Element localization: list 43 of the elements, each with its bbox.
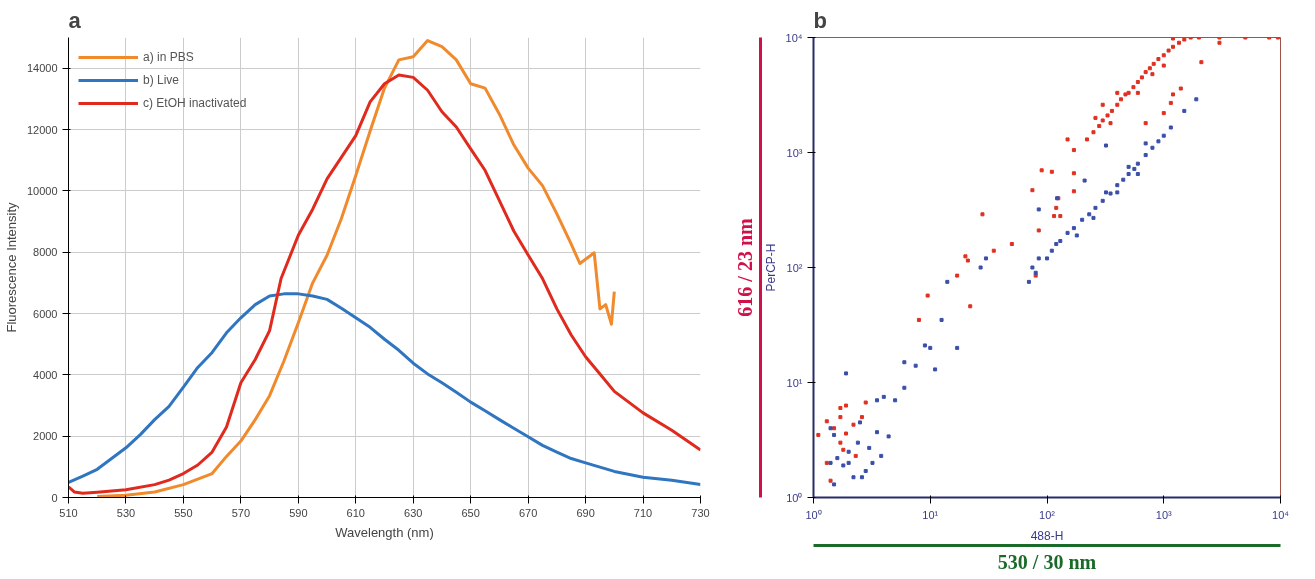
y-tick-label: 10⁴ — [785, 31, 803, 44]
x-tick-label: 730 — [691, 506, 710, 519]
x-tick-label: 10³ — [1155, 508, 1173, 521]
y-tick-label: 14000 — [26, 62, 58, 75]
y-tick-label: 10³ — [786, 146, 803, 159]
x-axis-title: Wavelength (nm) — [335, 524, 434, 540]
chart-title: b — [813, 7, 827, 33]
chart-title: a — [68, 7, 82, 33]
text: 530 / 30 nm — [997, 550, 1097, 573]
y-tick-label: 10¹ — [786, 376, 803, 389]
x-tick-label: 10⁴ — [1272, 508, 1290, 521]
y-axis-title: Fluorescence Intensity — [3, 201, 19, 333]
y-tick-label: 4000 — [33, 368, 58, 381]
y-tick-label: 10² — [786, 261, 803, 274]
y-tick-label: 10000 — [26, 184, 58, 197]
x-tick-label: 610 — [346, 506, 365, 519]
x-tick-label: 570 — [231, 506, 251, 519]
x-tick-label: 630 — [404, 506, 423, 519]
legend-label: b) Live — [143, 73, 180, 87]
y-tick-label: 12000 — [26, 123, 58, 136]
x-tick-label: 10² — [1039, 508, 1056, 521]
y-axis-title: PerCP-H — [763, 243, 778, 292]
x-axis-title: 488-H — [1030, 528, 1064, 543]
y-tick-label: 10⁰ — [786, 491, 803, 504]
x-tick-label: 590 — [289, 506, 308, 519]
y-tick-label: 6000 — [33, 307, 58, 320]
x-tick-label: 690 — [576, 506, 595, 519]
x-tick-label: 670 — [518, 506, 538, 519]
y-tick-label: 0 — [51, 491, 58, 504]
x-tick-label: 530 — [116, 506, 136, 519]
x-tick-label: 710 — [633, 506, 653, 519]
legend-label: c) EtOH inactivated — [143, 96, 247, 110]
text: 616 / 23 nm — [733, 217, 756, 317]
x-tick-label: 10⁰ — [805, 508, 822, 521]
x-tick-label: 650 — [461, 506, 480, 519]
x-tick-label: 510 — [59, 506, 78, 519]
legend-label: a) in PBS — [143, 50, 194, 64]
line-series — [95, 39, 616, 498]
line-series — [68, 292, 701, 486]
y-tick-label: 2000 — [33, 430, 58, 443]
x-tick-label: 10¹ — [922, 508, 939, 521]
y-tick-label: 8000 — [33, 246, 58, 259]
x-tick-label: 550 — [174, 506, 193, 519]
